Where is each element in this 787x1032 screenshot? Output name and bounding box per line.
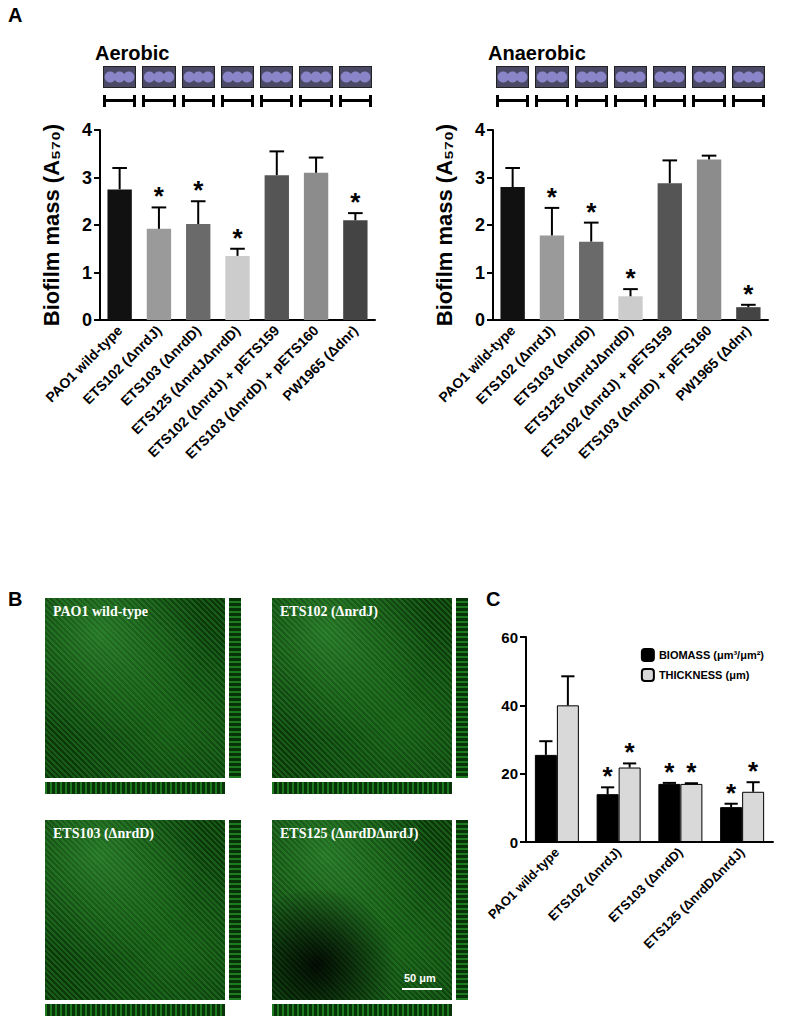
- svg-text:ETS102 (ΔnrdJ) + pETS159: ETS102 (ΔnrdJ) + pETS159: [144, 322, 283, 461]
- html-text:C: C: [486, 588, 501, 610]
- svg-text:Biofilm mass (A₅₇₀): Biofilm mass (A₅₇₀): [39, 124, 64, 326]
- svg-text:PAO1 wild-type: PAO1 wild-type: [42, 322, 126, 406]
- html-text:ETS102 (ΔnrdJ): ETS102 (ΔnrdJ): [280, 604, 378, 619]
- svg-text:*: *: [586, 197, 597, 227]
- html-text:A: A: [8, 4, 23, 26]
- svg-text:ETS125 (ΔnrdJΔnrdD): ETS125 (ΔnrdJΔnrdD): [128, 322, 244, 438]
- html-text:B: B: [8, 588, 23, 610]
- svg-text:BIOMASS (μm³/μm²): BIOMASS (μm³/μm²): [659, 649, 764, 661]
- svg-text:ETS103 (ΔnrdD) + pETS160: ETS103 (ΔnrdD) + pETS160: [575, 322, 715, 462]
- svg-text:3: 3: [475, 168, 485, 188]
- svg-text:PW1965 (Δdnr): PW1965 (Δdnr): [279, 322, 361, 404]
- svg-text:*: *: [686, 757, 697, 787]
- svg-text:*: *: [547, 182, 558, 212]
- svg-text:Biofilm mass (A₅₇₀): Biofilm mass (A₅₇₀): [432, 124, 457, 326]
- svg-text:1: 1: [82, 263, 92, 283]
- svg-text:4: 4: [82, 120, 92, 140]
- svg-text:ETS102 (ΔnrdJ): ETS102 (ΔnrdJ): [472, 322, 558, 408]
- svg-text:THICKNESS (μm): THICKNESS (μm): [659, 669, 750, 681]
- svg-text:*: *: [625, 263, 636, 293]
- svg-text:*: *: [726, 778, 737, 808]
- svg-text:PW1965 (Δdnr): PW1965 (Δdnr): [672, 322, 754, 404]
- svg-text:ETS103 (ΔnrdD): ETS103 (ΔnrdD): [605, 844, 686, 926]
- svg-text:0: 0: [510, 834, 518, 851]
- svg-text:40: 40: [501, 697, 518, 714]
- svg-text:*: *: [664, 757, 675, 787]
- svg-text:4: 4: [475, 120, 485, 140]
- svg-text:*: *: [350, 187, 361, 217]
- html-text:ETS125 (ΔnrdDΔnrdJ): ETS125 (ΔnrdDΔnrdJ): [280, 826, 419, 841]
- svg-text:PAO1 wild-type: PAO1 wild-type: [484, 844, 563, 922]
- svg-text:ETS102 (ΔnrdJ) + pETS159: ETS102 (ΔnrdJ) + pETS159: [537, 322, 676, 461]
- svg-text:0: 0: [475, 310, 485, 330]
- svg-text:Aerobic: Aerobic: [95, 42, 169, 64]
- html-text:PAO1 wild-type: PAO1 wild-type: [53, 604, 148, 619]
- svg-text:*: *: [748, 756, 759, 786]
- svg-text:1: 1: [475, 263, 485, 283]
- svg-text:Anaerobic: Anaerobic: [488, 42, 586, 64]
- svg-text:ETS102 (ΔnrdJ): ETS102 (ΔnrdJ): [545, 844, 624, 924]
- svg-text:*: *: [603, 761, 614, 791]
- svg-text:*: *: [232, 223, 243, 253]
- svg-text:ETS125 (ΔnrdJΔnrdD): ETS125 (ΔnrdJΔnrdD): [521, 322, 637, 438]
- svg-text:ETS103 (ΔnrdD): ETS103 (ΔnrdD): [117, 322, 204, 409]
- svg-text:ETS103 (ΔnrdD) + pETS160: ETS103 (ΔnrdD) + pETS160: [182, 322, 322, 462]
- svg-text:*: *: [743, 279, 754, 309]
- svg-text:*: *: [625, 737, 636, 767]
- svg-text:*: *: [154, 181, 165, 211]
- svg-text:2: 2: [475, 215, 485, 235]
- svg-text:ETS102 (ΔnrdJ): ETS102 (ΔnrdJ): [79, 322, 165, 408]
- svg-text:PAO1 wild-type: PAO1 wild-type: [435, 322, 519, 406]
- svg-text:2: 2: [82, 215, 92, 235]
- html-text:50 μm: 50 μm: [404, 972, 436, 984]
- svg-text:0: 0: [82, 310, 92, 330]
- html-text:ETS103 (ΔnrdD): ETS103 (ΔnrdD): [53, 826, 154, 841]
- svg-text:3: 3: [82, 168, 92, 188]
- svg-text:ETS125 (ΔnrdDΔnrdJ): ETS125 (ΔnrdDΔnrdJ): [640, 845, 747, 952]
- svg-text:60: 60: [501, 629, 518, 646]
- svg-text:20: 20: [501, 765, 518, 782]
- svg-text:ETS103 (ΔnrdD): ETS103 (ΔnrdD): [510, 322, 597, 409]
- svg-text:*: *: [193, 175, 204, 205]
